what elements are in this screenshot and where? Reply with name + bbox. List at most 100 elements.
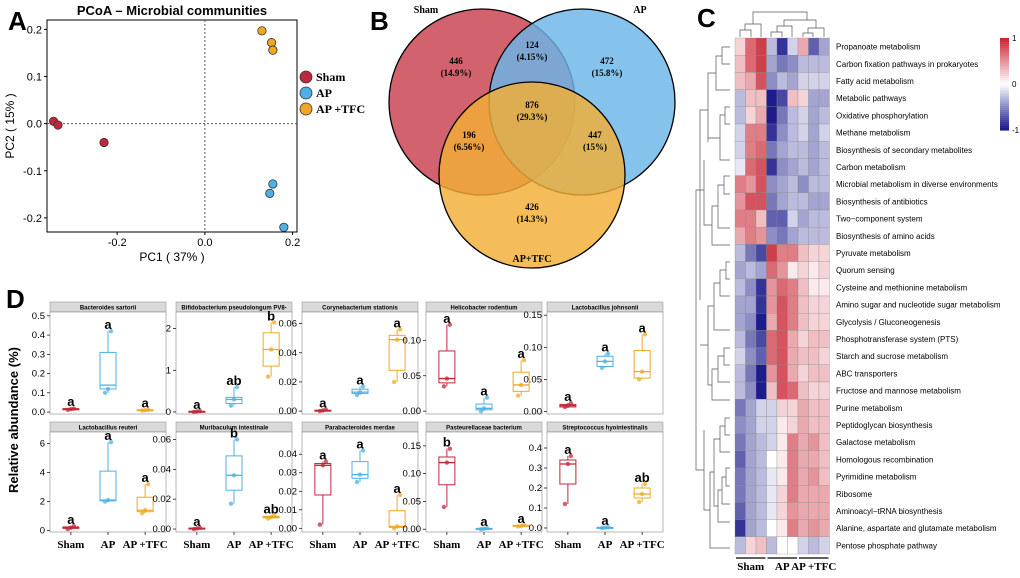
heatmap-cell <box>797 244 809 262</box>
boxplot-box <box>314 462 332 496</box>
boxplot-ytick-label: 0.02 <box>279 486 298 497</box>
heatmap-cell <box>734 364 746 383</box>
boxplot-xtick-label: Sham <box>57 539 84 551</box>
heatmap-cell <box>734 209 746 228</box>
heatmap-cell <box>734 313 746 331</box>
heatmap-scale-swatch <box>1000 124 1009 127</box>
boxplot-ytick-label: 0.5 <box>32 311 45 322</box>
boxplot-point <box>391 379 397 385</box>
heatmap-cell <box>776 295 788 314</box>
heatmap-cell <box>755 158 767 176</box>
boxplot-point <box>357 472 363 477</box>
boxplot-point <box>108 329 114 334</box>
heatmap-cell <box>776 450 788 469</box>
heatmap-scale-swatch <box>1000 86 1009 89</box>
heatmap-cell <box>766 158 778 176</box>
heatmap-cell <box>818 106 830 125</box>
boxplot-ytick-label: 0.15 <box>524 310 543 321</box>
boxplot-ytick-label: 0 <box>166 407 171 418</box>
boxplot-significance-letter: a <box>193 514 201 529</box>
heatmap-cell <box>808 209 820 228</box>
heatmap-cell <box>734 536 746 555</box>
boxplot-strip-title: Corynebacterium stationis <box>322 306 398 312</box>
heatmap-cell <box>808 72 820 90</box>
pcoa-ylabel: PC2 ( 15% ) <box>3 93 17 158</box>
heatmap-cell <box>787 399 799 417</box>
heatmap-cell <box>766 55 778 73</box>
boxplot-significance-letter: a <box>356 437 364 452</box>
boxplot-point <box>102 390 108 396</box>
heatmap-cell <box>755 72 767 90</box>
heatmap-cell <box>755 450 767 469</box>
heatmap-cell <box>818 433 830 451</box>
pcoa-point <box>99 137 109 148</box>
pcoa-ytick-label: 0.2 <box>27 24 42 36</box>
boxplot-point <box>441 384 447 389</box>
heatmap-cell <box>787 485 799 503</box>
boxplot-strip-title: Parabacteroides merdae <box>325 426 395 432</box>
heatmap-scale-swatch <box>1000 96 1009 99</box>
boxplot-significance-letter: ab <box>226 373 241 388</box>
heatmap-cell <box>766 261 778 279</box>
boxplot-ytick-label: 1 <box>166 365 171 376</box>
heatmap-row-label: Pyrimidine metabolism <box>836 473 917 482</box>
venn-region-count: 447 <box>588 130 602 140</box>
heatmap-cell <box>766 89 778 107</box>
heatmap-cell <box>745 55 757 73</box>
heatmap-cell <box>755 399 767 417</box>
heatmap-scale-swatch <box>1000 42 1009 45</box>
boxplot-point <box>271 513 277 518</box>
boxplot-strip-title: Bacteroides sartorii <box>80 306 137 312</box>
heatmap-cell <box>734 123 746 142</box>
boxplot-ytick-label: 0.1 <box>529 503 542 514</box>
boxplot-strip-title: Streptococcus hyointestinalis <box>562 426 648 432</box>
heatmap-cell <box>766 347 778 365</box>
boxplot-point <box>397 327 403 332</box>
heatmap-cell <box>776 158 788 176</box>
heatmap-scale-swatch <box>1000 72 1009 75</box>
heatmap-cell <box>766 536 778 555</box>
boxplot-ytick-label: 2 <box>166 324 171 335</box>
venn-region-percent: (15%) <box>583 142 607 152</box>
heatmap-cell <box>818 450 830 469</box>
boxplot-significance-letter: a <box>601 513 609 528</box>
heatmap-scale-swatch <box>1000 120 1009 123</box>
boxplot-ytick-label: 0.3 <box>32 349 45 360</box>
heatmap-row-label: Quorum sensing <box>836 266 895 275</box>
boxplot-point <box>441 504 447 510</box>
heatmap-scale-swatch <box>1000 74 1009 77</box>
heatmap-row-label: Oxidative phosphorylation <box>836 111 928 120</box>
heatmap-cell <box>734 347 746 365</box>
heatmap-cell <box>818 175 830 193</box>
boxplot-ylabel: Relative abundance (%) <box>6 347 21 493</box>
boxplot-ytick-label: 0.1 <box>32 388 45 399</box>
boxplot-significance-letter: a <box>564 442 572 457</box>
heatmap-scale-swatch <box>1000 126 1009 129</box>
heatmap-cell <box>787 416 799 434</box>
heatmap-cell <box>818 399 830 417</box>
boxplot-significance-letter: a <box>67 394 75 409</box>
pcoa-title: PCoA – Microbial communities <box>77 3 267 18</box>
heatmap-cell <box>766 244 778 262</box>
boxplot-panel: D Relative abundance (%) Bacteroides sarto… <box>6 284 665 551</box>
heatmap-cell <box>808 227 820 245</box>
heatmap-row-label: Biosynthesis of amino acids <box>836 232 935 241</box>
boxplot-ytick-label: 0.04 <box>279 348 298 359</box>
heatmap-cell <box>797 158 809 176</box>
heatmap-cell <box>734 72 746 90</box>
boxplot-xtick-label: Sham <box>433 539 460 551</box>
boxplot-point <box>105 497 111 503</box>
heatmap-scale-swatch <box>1000 60 1009 63</box>
boxplot-point <box>271 320 277 325</box>
heatmap-cell <box>766 433 778 451</box>
heatmap-cell <box>808 278 820 297</box>
heatmap-cell <box>745 536 757 555</box>
heatmap-cell <box>808 399 820 417</box>
heatmap-cell <box>734 158 746 176</box>
boxplot-point <box>565 461 571 467</box>
boxplot-point <box>602 359 608 364</box>
heatmap-cell <box>745 399 757 417</box>
panel-letter-a: A <box>8 6 27 36</box>
heatmap-row-label: ABC transporters <box>836 369 897 378</box>
heatmap-cell <box>766 416 778 434</box>
